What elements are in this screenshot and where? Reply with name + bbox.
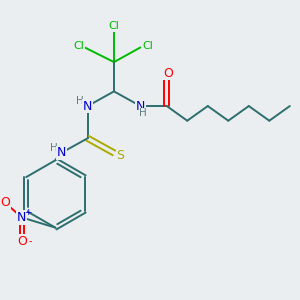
Text: +: +	[24, 208, 32, 217]
Text: N: N	[83, 100, 92, 112]
Text: O: O	[163, 67, 173, 80]
Text: N: N	[57, 146, 66, 159]
Text: O: O	[1, 196, 10, 209]
Text: S: S	[116, 149, 124, 162]
Text: H: H	[50, 143, 58, 153]
Text: N: N	[136, 100, 145, 112]
Text: O: O	[17, 235, 27, 248]
Text: H: H	[76, 96, 84, 106]
Text: N: N	[17, 211, 26, 224]
Text: -: -	[29, 236, 32, 246]
Text: Cl: Cl	[74, 41, 84, 51]
Text: Cl: Cl	[109, 21, 119, 31]
Text: Cl: Cl	[142, 41, 153, 51]
Text: H: H	[140, 108, 147, 118]
